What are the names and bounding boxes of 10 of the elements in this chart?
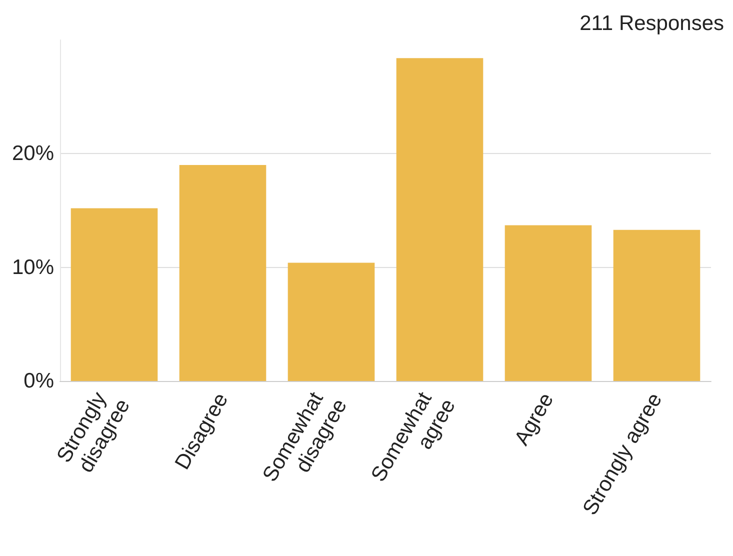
y-tick-label: 20%	[12, 142, 54, 166]
bar	[613, 230, 700, 381]
bar	[504, 225, 592, 381]
bar	[179, 165, 266, 381]
y-tick-label: 0%	[24, 370, 54, 392]
bar	[396, 58, 484, 381]
y-tick-label: 10%	[12, 256, 54, 279]
bar	[70, 208, 158, 381]
chart-title: 211 Responses	[580, 12, 724, 35]
bar	[288, 262, 375, 381]
